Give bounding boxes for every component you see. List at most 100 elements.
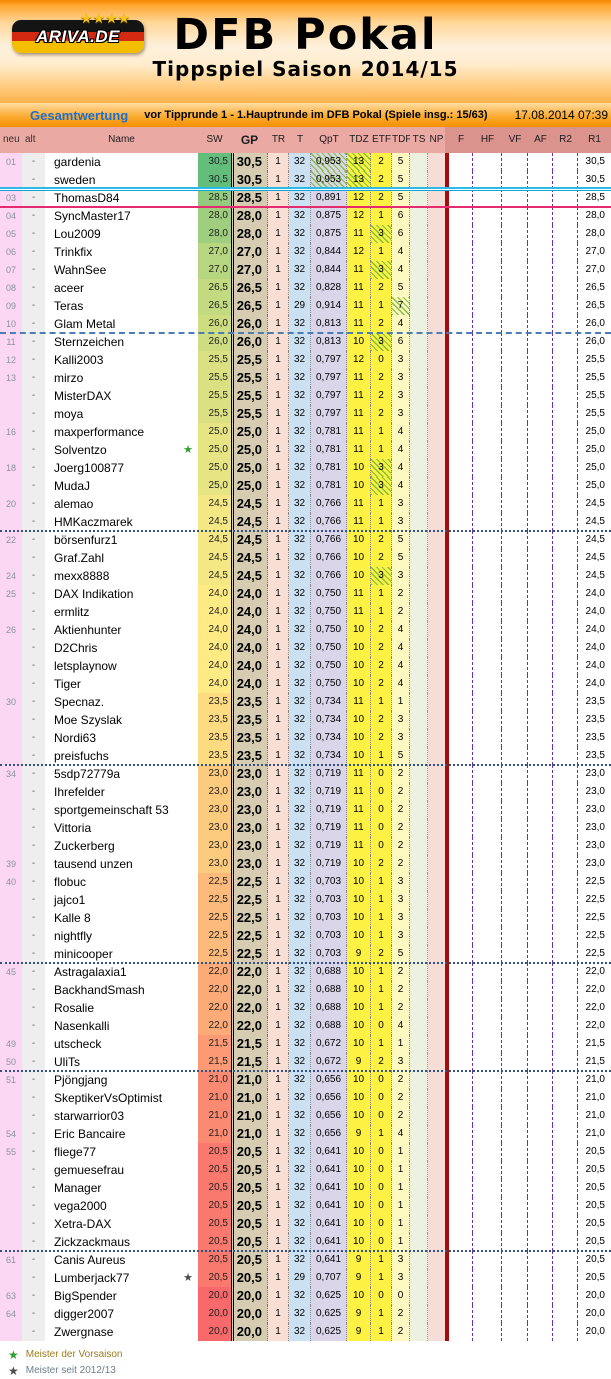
- red-divider: [445, 459, 449, 477]
- player-name: Ihrefelder: [54, 785, 105, 799]
- np-cell: [428, 945, 445, 963]
- tdf-cell: 3: [392, 1251, 410, 1269]
- name-cell: Xetra-DAX: [45, 1215, 198, 1233]
- sw-cell: 24,0: [198, 585, 231, 603]
- af-cell: [528, 981, 553, 999]
- view-label-gesamtwertung[interactable]: Gesamtwertung: [30, 107, 129, 123]
- r1-cell: 20,5: [578, 1251, 611, 1269]
- hf-cell: [473, 441, 502, 459]
- hf-cell: [473, 1197, 502, 1215]
- r1-cell: 24,0: [578, 675, 611, 693]
- tr-cell: 1: [268, 657, 289, 675]
- hf-cell: [473, 1035, 502, 1053]
- player-name: alemao: [54, 497, 94, 511]
- np-cell: [428, 351, 445, 369]
- r2-cell: [553, 369, 578, 387]
- qpt-cell: 0,766: [311, 513, 347, 531]
- tdf-cell: 3: [392, 873, 410, 891]
- tr-cell: 1: [268, 603, 289, 621]
- table-column-header: neu alt Name SW GP TR T QpT TDZ ETF TDF …: [0, 127, 611, 153]
- np-cell: [428, 387, 445, 405]
- hf-cell: [473, 981, 502, 999]
- ts-cell: [410, 1125, 428, 1143]
- qpt-cell: 0,875: [311, 225, 347, 243]
- vf-cell: [502, 873, 528, 891]
- f-cell: [449, 621, 473, 639]
- f-cell: [449, 819, 473, 837]
- tr-cell: 1: [268, 1197, 289, 1215]
- player-name: jajco1: [54, 893, 86, 907]
- qpt-cell: 0,750: [311, 603, 347, 621]
- rank-old-cell: -: [22, 315, 45, 333]
- table-row: - Zuckerberg 23,0 23,0 1 32 0,719 11 0 2…: [0, 837, 611, 855]
- rank-old-cell: -: [22, 531, 45, 549]
- np-cell: [428, 801, 445, 819]
- name-cell: sportgemeinschaft 53: [45, 801, 198, 819]
- tdf-cell: 2: [392, 783, 410, 801]
- red-divider: [445, 1305, 449, 1323]
- ts-cell: [410, 837, 428, 855]
- ts-cell: [410, 927, 428, 945]
- rank-old-cell: -: [22, 297, 45, 315]
- af-cell: [528, 1305, 553, 1323]
- af-cell: [528, 1287, 553, 1305]
- tr-cell: 1: [268, 549, 289, 567]
- f-cell: [449, 693, 473, 711]
- rank-new-cell: 11: [0, 333, 22, 351]
- rank-old-cell: -: [22, 549, 45, 567]
- t-cell: 32: [289, 585, 311, 603]
- ariva-logo: ARIVA.DE: [12, 20, 144, 53]
- vf-cell: [502, 909, 528, 927]
- tr-cell: 1: [268, 711, 289, 729]
- red-divider: [445, 1179, 449, 1197]
- timestamp: 17.08.2014 07:39: [514, 108, 608, 122]
- r1-cell: 27,0: [578, 243, 611, 261]
- hf-cell: [473, 837, 502, 855]
- etf-cell: 2: [371, 189, 392, 207]
- gp-cell: 25,5: [231, 369, 268, 387]
- tr-cell: 1: [268, 945, 289, 963]
- etf-cell: 2: [371, 405, 392, 423]
- qpt-cell: 0,672: [311, 1035, 347, 1053]
- rank-old-cell: -: [22, 927, 45, 945]
- hf-cell: [473, 1323, 502, 1341]
- etf-cell: 1: [371, 1125, 392, 1143]
- table-row: - sweden 30,5 30,5 1 32 0,953 13 2 5 30,…: [0, 171, 611, 189]
- af-cell: [528, 279, 553, 297]
- np-cell: [428, 639, 445, 657]
- r1-cell: 28,5: [578, 189, 611, 207]
- vf-cell: [502, 1035, 528, 1053]
- gp-cell: 20,5: [231, 1233, 268, 1251]
- column-header-divider: [445, 127, 449, 153]
- rank-new-cell: [0, 477, 22, 495]
- red-divider: [445, 297, 449, 315]
- tr-cell: 1: [268, 765, 289, 783]
- f-cell: [449, 477, 473, 495]
- legend-label: Meister der Vorsaison: [25, 1349, 123, 1360]
- gp-cell: 25,5: [231, 405, 268, 423]
- tr-cell: 1: [268, 909, 289, 927]
- af-cell: [528, 315, 553, 333]
- rank-old-cell: -: [22, 1215, 45, 1233]
- af-cell: [528, 1143, 553, 1161]
- r1-cell: 26,5: [578, 297, 611, 315]
- ts-cell: [410, 855, 428, 873]
- name-cell: letsplaynow: [45, 657, 198, 675]
- rank-old-cell: -: [22, 603, 45, 621]
- r2-cell: [553, 729, 578, 747]
- hf-cell: [473, 1053, 502, 1071]
- name-cell: Zuckerberg: [45, 837, 198, 855]
- vf-cell: [502, 513, 528, 531]
- sw-cell: 22,0: [198, 981, 231, 999]
- name-cell: ermlitz: [45, 603, 198, 621]
- player-name: ermlitz: [54, 605, 90, 619]
- vf-cell: [502, 1017, 528, 1035]
- tr-cell: 1: [268, 1053, 289, 1071]
- np-cell: [428, 1215, 445, 1233]
- r2-cell: [553, 639, 578, 657]
- r1-cell: 20,5: [578, 1269, 611, 1287]
- t-cell: 32: [289, 657, 311, 675]
- qpt-cell: 0,844: [311, 261, 347, 279]
- af-cell: [528, 1269, 553, 1287]
- red-divider: [445, 171, 449, 189]
